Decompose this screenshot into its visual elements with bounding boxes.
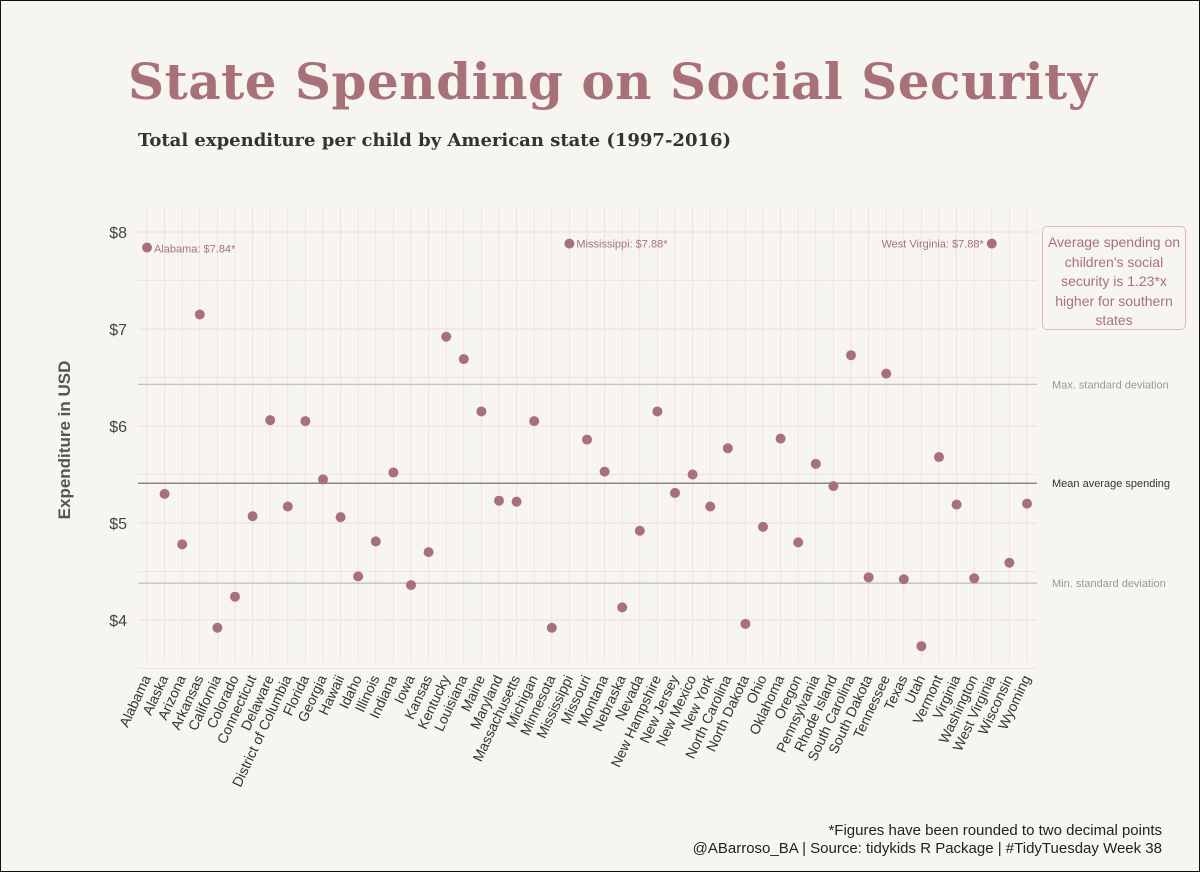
reference-line-label: Mean average spending <box>1052 478 1170 490</box>
data-point <box>916 641 927 652</box>
data-point <box>282 501 293 512</box>
reference-line-label: Max. standard deviation <box>1052 379 1169 391</box>
data-point <box>881 368 892 379</box>
data-point <box>212 622 223 633</box>
y-tick-label: $4 <box>109 613 127 630</box>
chart-subtitle: Total expenditure per child by American … <box>138 130 732 151</box>
data-point <box>986 238 997 249</box>
data-point <box>494 495 504 506</box>
data-point <box>265 415 276 426</box>
data-point <box>758 521 768 532</box>
data-point <box>582 434 592 445</box>
data-point <box>194 309 205 320</box>
data-point <box>670 487 680 498</box>
data-point <box>934 452 944 463</box>
data-point <box>441 331 452 342</box>
data-point <box>142 242 152 253</box>
data-point <box>1022 498 1032 509</box>
y-tick-label: $6 <box>109 419 127 436</box>
data-point <box>828 481 839 492</box>
y-axis-label: Expenditure in USD <box>55 361 74 520</box>
data-point <box>230 591 240 602</box>
data-point <box>740 618 751 629</box>
data-point <box>511 496 522 507</box>
data-point <box>353 571 364 582</box>
data-point <box>951 499 962 510</box>
data-point <box>370 536 381 547</box>
data-point <box>705 501 716 512</box>
rounding-footnote: *Figures have been rounded to two decima… <box>828 822 1162 839</box>
source-footnote: @ABarroso_BA | Source: tidykids R Packag… <box>692 840 1162 857</box>
data-point <box>722 443 733 454</box>
data-point <box>898 574 909 585</box>
data-point <box>406 580 416 591</box>
data-point <box>388 467 399 478</box>
data-point <box>1004 557 1015 568</box>
chart-title: State Spending on Social Security <box>128 52 1098 111</box>
data-point <box>546 622 557 633</box>
data-point <box>247 511 258 522</box>
data-point <box>529 416 540 427</box>
data-point <box>775 433 786 444</box>
data-point <box>634 525 645 536</box>
data-point <box>793 537 804 548</box>
point-label: Mississippi: $7.88* <box>576 239 668 251</box>
y-tick-label: $8 <box>109 225 127 242</box>
data-point <box>159 488 170 499</box>
data-point <box>687 469 698 480</box>
data-point <box>863 572 874 583</box>
average-spending-callout: Average spending on children's social se… <box>1042 226 1186 330</box>
data-point <box>846 350 856 361</box>
point-label: West Virginia: $7.88* <box>881 239 984 251</box>
data-point <box>177 539 188 550</box>
data-point <box>810 458 821 469</box>
reference-line-label: Min. standard deviation <box>1052 578 1166 590</box>
data-point <box>300 416 311 427</box>
data-point <box>423 547 434 558</box>
data-point <box>564 238 575 249</box>
data-point <box>969 573 980 584</box>
data-point <box>617 602 628 613</box>
data-point <box>335 512 346 523</box>
y-tick-label: $5 <box>109 516 127 533</box>
point-label: Alabama: $7.84* <box>154 244 236 256</box>
y-tick-label: $7 <box>109 322 127 339</box>
data-point <box>476 406 487 417</box>
data-point <box>652 406 663 417</box>
data-point <box>318 474 328 485</box>
data-point <box>458 354 469 365</box>
data-point <box>599 466 610 477</box>
